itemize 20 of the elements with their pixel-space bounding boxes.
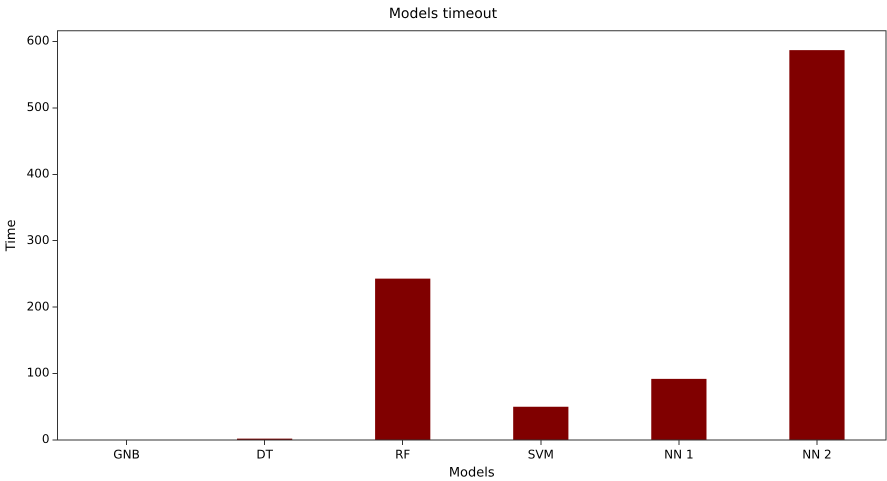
y-tick-label: 0	[42, 432, 50, 446]
x-tick-label: RF	[395, 447, 410, 462]
y-tick-label: 100	[26, 366, 50, 380]
x-tick-label: GNB	[113, 447, 140, 462]
y-tick-label: 600	[26, 34, 50, 48]
x-tick-label: NN 1	[664, 447, 694, 462]
y-tick-label: 200	[26, 299, 50, 314]
y-tick-label: 400	[26, 166, 50, 180]
x-tick-label: NN 2	[802, 447, 832, 462]
bar	[375, 278, 430, 440]
bar	[651, 378, 706, 440]
x-tick-label: DT	[256, 447, 274, 462]
bar	[513, 406, 568, 440]
x-tick-label: SVM	[528, 447, 554, 462]
y-tick-label: 300	[26, 232, 50, 247]
y-axis-title: Time	[4, 219, 20, 252]
x-axis-title: Models	[448, 466, 495, 481]
chart-title: Models timeout	[388, 6, 498, 22]
bar	[789, 50, 845, 440]
y-tick-label: 500	[26, 100, 50, 114]
